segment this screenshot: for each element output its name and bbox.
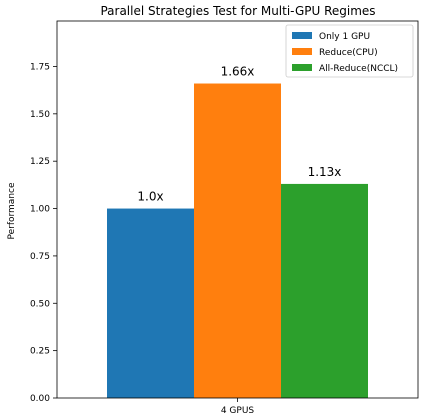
axes-layer: 0.00 0.25 0.50 0.75 1.00 1.25 1.50 1.75 4 GPUS (30, 20, 419, 416)
bars-layer: 1.0x 1.66x 1.13x (107, 65, 368, 399)
legend-entry: Only 1 GPU (319, 32, 370, 42)
y-tick-label: 0.25 (30, 347, 50, 357)
legend: Only 1 GPU Reduce(CPU) All-Reduce(NCCL) (285, 24, 414, 78)
y-tick-label: 0.00 (30, 394, 50, 404)
legend-entry: All-Reduce(NCCL) (319, 64, 398, 74)
x-tick-label: 4 GPUS (221, 406, 255, 416)
bar-value-label: 1.0x (137, 190, 163, 204)
legend-entry: Reduce(CPU) (319, 48, 378, 58)
y-tick-label: 0.50 (30, 299, 50, 309)
legend-swatch (292, 48, 312, 55)
y-tick-label: 1.75 (30, 62, 50, 72)
bar-0-0 (107, 208, 194, 398)
bar-2-0 (281, 183, 368, 398)
bar-value-label: 1.66x (221, 65, 255, 79)
bar-value-label: 1.13x (308, 165, 342, 179)
legend-swatch (292, 32, 312, 39)
y-tick-label: 0.75 (30, 252, 50, 262)
legend-swatch (292, 64, 312, 71)
chart-title: Parallel Strategies Test for Multi-GPU R… (100, 4, 375, 18)
y-axis-label: Performance (7, 182, 17, 239)
y-tick-label: 1.00 (30, 205, 50, 215)
y-tick-label: 1.25 (30, 157, 50, 167)
y-tick-label: 1.50 (30, 110, 50, 120)
legend-box (285, 24, 414, 78)
bar-1-0 (194, 83, 281, 399)
